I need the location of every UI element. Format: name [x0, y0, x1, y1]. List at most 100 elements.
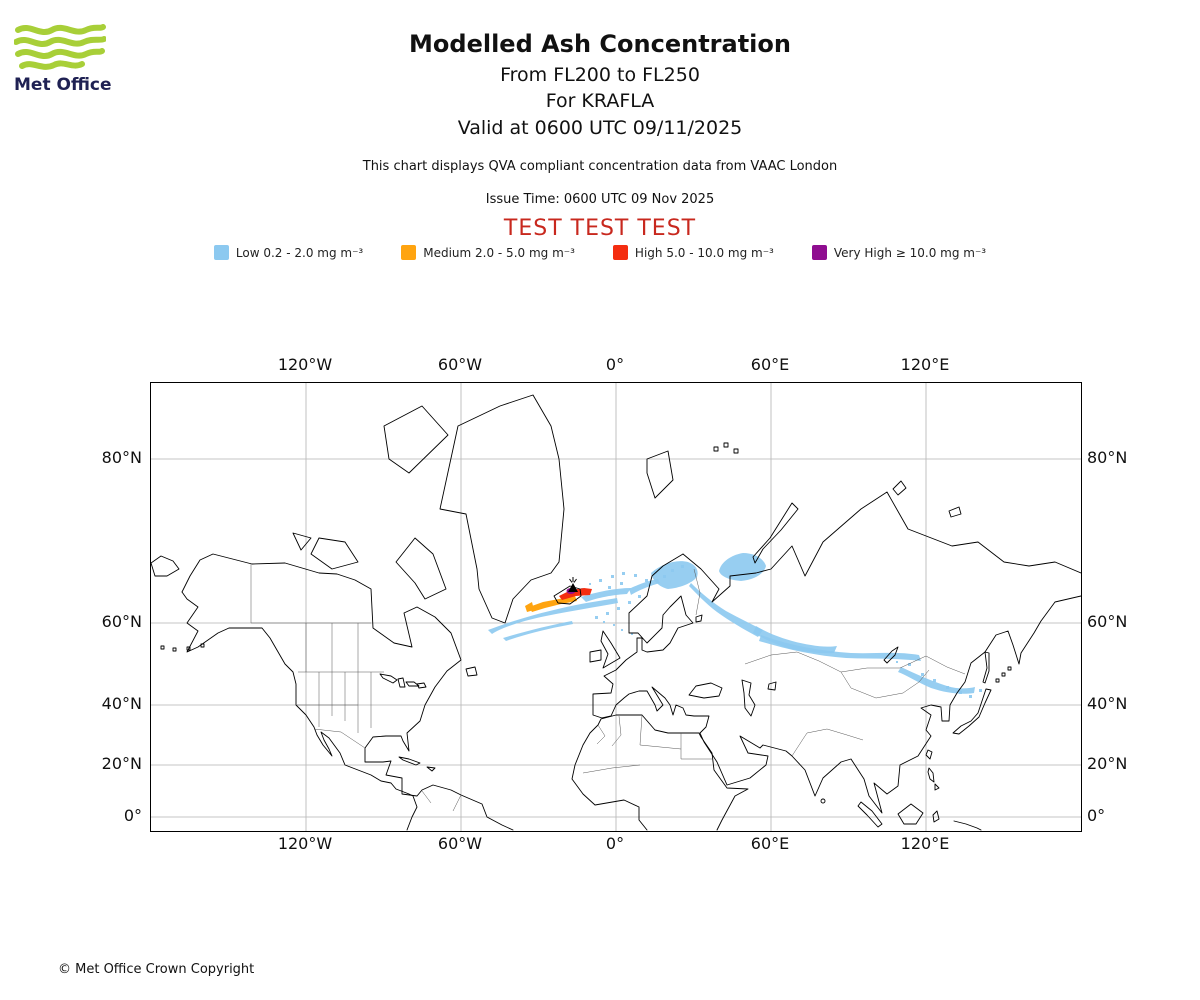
ash-medium-layer: [525, 596, 577, 612]
lat-tick-left-40n: 40°N: [101, 694, 142, 713]
qva-note: This chart displays QVA compliant concen…: [362, 159, 838, 174]
issue-time: Issue Time: 0600 UTC 09 Nov 2025: [485, 192, 715, 207]
coast-north-america: [181, 553, 514, 831]
coast-greenland: [439, 394, 565, 624]
borders-asia: [693, 568, 966, 757]
coast-franz-josef: [713, 442, 739, 454]
legend-item-very-high: Very High ≥ 10.0 mg m⁻³: [811, 245, 987, 260]
ash-low-layer: [488, 553, 982, 698]
lat-tick-right-20n: 20°N: [1087, 754, 1128, 773]
coastlines: [151, 394, 1081, 831]
copyright-notice: © Met Office Crown Copyright: [58, 962, 255, 977]
coast-aral-sea: [767, 681, 777, 691]
ash-low-norwegian-sea: [629, 579, 660, 595]
page-title: Modelled Ash Concentration: [409, 30, 791, 58]
legend-label-very-high: Very High ≥ 10.0 mg m⁻³: [833, 245, 987, 260]
borders-north-america: [250, 564, 384, 749]
lon-tick-top-60e: 60°E: [750, 355, 790, 374]
logo-waves: [14, 24, 106, 70]
coast-severnaya-zemlya: [892, 480, 962, 518]
lon-tick-top-120w: 120°W: [277, 355, 333, 374]
met-office-logo: Met Office: [14, 22, 124, 95]
ash-low-southeast-trail: [753, 626, 837, 654]
legend-item-medium: Medium 2.0 - 5.0 mg m⁻³: [401, 245, 575, 260]
legend-label-high: High 5.0 - 10.0 mg m⁻³: [634, 245, 774, 260]
coast-sulawesi: [932, 810, 940, 823]
ash-low-siberia-ribbon: [759, 635, 921, 661]
grid-lines: [151, 383, 1081, 831]
coast-kurils: [995, 666, 1012, 683]
ash-high-patch: [559, 588, 592, 600]
met-office-logo-text: Met Office: [14, 75, 112, 95]
coast-taiwan: [925, 749, 933, 760]
coast-newfoundland: [465, 666, 478, 677]
coast-africa: [571, 714, 749, 831]
volcano-marker: [568, 577, 578, 592]
ash-low-karelia-connector: [689, 583, 763, 637]
legend-swatch-very-high: [811, 245, 827, 260]
test-banner: TEST TEST TEST: [503, 216, 697, 241]
coast-great-lakes: [379, 673, 427, 689]
lon-tick-bottom-60e: 60°E: [750, 834, 790, 853]
coast-sri-lanka: [820, 798, 826, 804]
lat-tick-right-40n: 40°N: [1087, 694, 1128, 713]
ash-low-scandinavia: [651, 561, 698, 589]
lon-tick-bottom-0: 0°: [605, 834, 625, 853]
coast-caribbean: [398, 756, 436, 772]
coast-eurasia-arctic: [682, 491, 1081, 603]
ash-medium-nub: [525, 602, 534, 612]
ash-low-white-sea: [719, 553, 766, 581]
coast-arctic-islands: [292, 405, 449, 600]
coast-iceland: [553, 585, 582, 605]
borders-south-america: [421, 790, 462, 812]
borders-africa: [582, 714, 712, 774]
lon-tick-bottom-60w: 60°W: [437, 834, 483, 853]
legend-swatch-high: [612, 245, 628, 260]
lat-tick-left-0: 0°: [123, 806, 142, 825]
coast-borneo: [897, 803, 924, 825]
lon-tick-bottom-120e: 120°E: [900, 834, 950, 853]
country-borders: [250, 564, 966, 812]
volcano-triangle-icon: [568, 583, 578, 592]
coast-aleutians: [160, 643, 205, 652]
coast-caspian-sea: [741, 679, 756, 717]
legend-item-high: High 5.0 - 10.0 mg m⁻³: [612, 245, 774, 260]
lat-tick-left-80n: 80°N: [101, 448, 142, 467]
coast-new-guinea: [953, 820, 982, 831]
coast-japan: [952, 688, 992, 735]
legend-label-low: Low 0.2 - 2.0 mg m⁻³: [235, 245, 364, 260]
lon-tick-top-0: 0°: [605, 355, 625, 374]
ash-high-layer: [559, 588, 592, 600]
legend-swatch-medium: [401, 245, 417, 260]
coast-america-pacific: [181, 591, 418, 831]
coast-black-sea: [688, 682, 723, 699]
legend-swatch-low: [213, 245, 229, 260]
coast-lake-baikal: [883, 646, 899, 664]
coast-novaya-zemlya: [752, 502, 799, 564]
coast-philippines: [927, 767, 940, 791]
ash-low-atlantic-streak: [488, 598, 618, 634]
lon-tick-bottom-120w: 120°W: [277, 834, 333, 853]
lat-tick-right-0: 0°: [1087, 806, 1106, 825]
map-frame: [150, 382, 1082, 832]
coast-uk-ireland: [589, 630, 621, 669]
lat-tick-left-20n: 20°N: [101, 754, 142, 773]
lat-tick-right-60n: 60°N: [1087, 612, 1128, 631]
ash-medium-streak: [529, 596, 577, 612]
ash-low-atlantic-filament: [503, 621, 573, 641]
subtitle-flight-levels: From FL200 to FL250: [500, 64, 700, 86]
lon-tick-top-60w: 60°W: [437, 355, 483, 374]
coast-sakhalin: [982, 651, 990, 684]
ash-low-north-of-iceland: [581, 588, 631, 602]
world-map: [151, 383, 1081, 831]
lat-tick-right-80n: 80°N: [1087, 448, 1128, 467]
subtitle-valid-time: Valid at 0600 UTC 09/11/2025: [457, 117, 743, 139]
volcano-eruption-icon: [569, 577, 577, 583]
coast-lake-ladoga: [695, 614, 703, 623]
coast-eurasia-main: [592, 553, 1081, 814]
legend-item-low: Low 0.2 - 2.0 mg m⁻³: [213, 245, 364, 260]
subtitle-volcano: For KRAFLA: [545, 90, 655, 112]
legend-label-medium: Medium 2.0 - 5.0 mg m⁻³: [423, 245, 575, 260]
ash-low-siberia-ribbon-east: [898, 667, 975, 694]
